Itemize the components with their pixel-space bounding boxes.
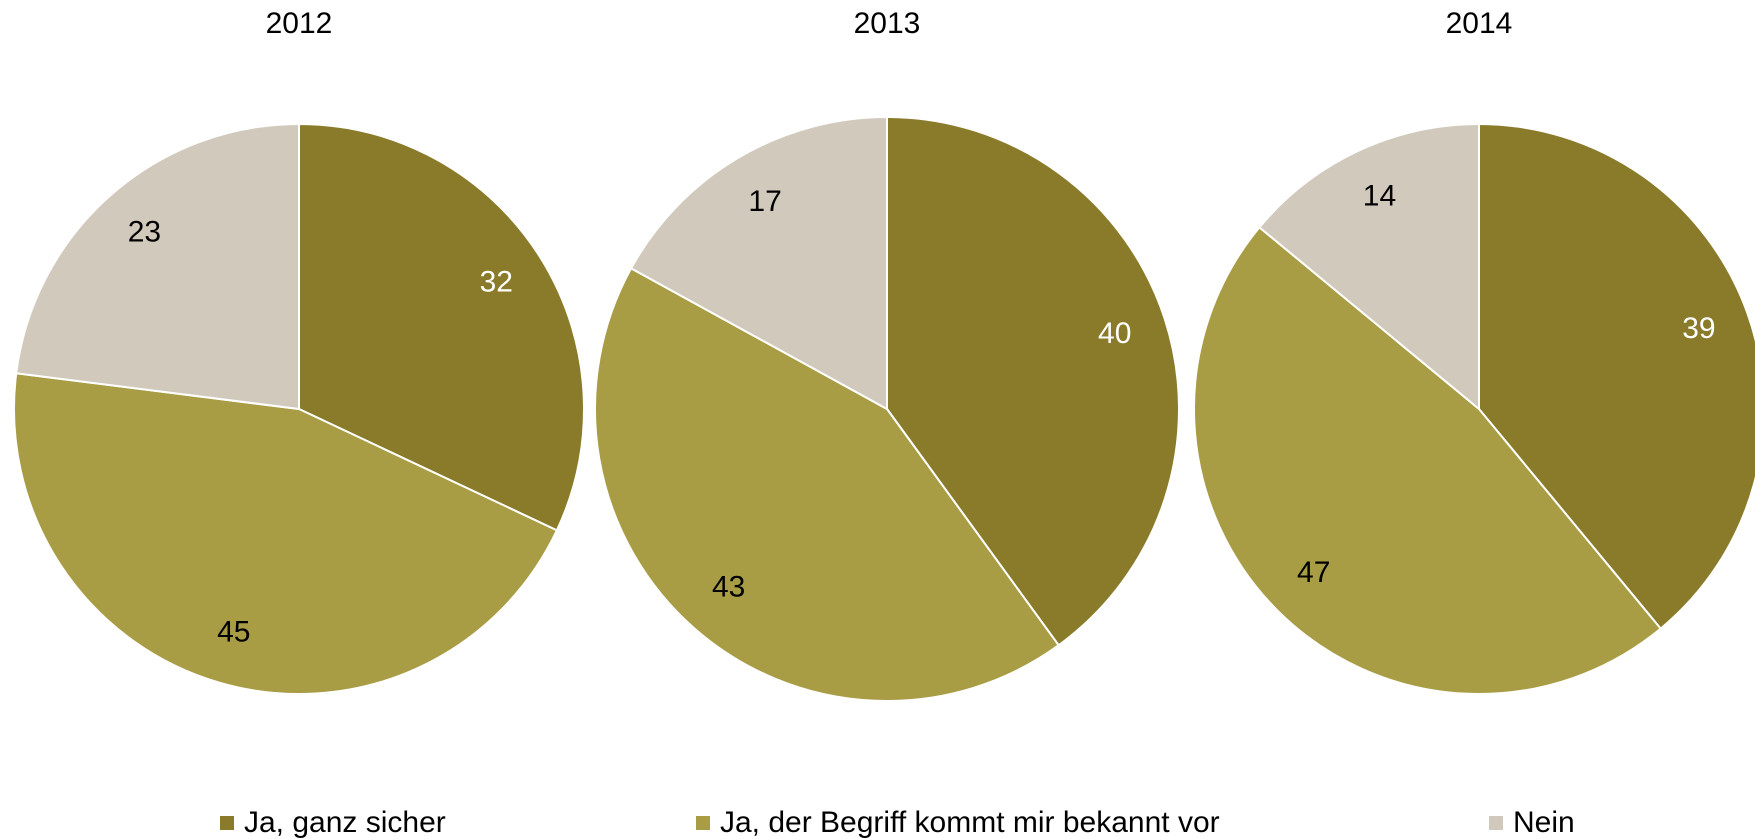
data-label: 40 xyxy=(1098,317,1131,350)
legend-label: Nein xyxy=(1513,806,1575,839)
pie-slice xyxy=(594,266,1061,702)
legend-swatch xyxy=(696,816,710,830)
data-label: 45 xyxy=(217,615,250,648)
pie-slice xyxy=(1192,225,1663,696)
pie-title: 2014 xyxy=(1446,7,1513,40)
legend-label: Ja, der Begriff kommt mir bekannt vor xyxy=(720,806,1220,839)
pie-slice xyxy=(298,122,585,532)
data-label: 32 xyxy=(480,266,513,299)
pie-slice xyxy=(1478,122,1755,631)
data-label: 17 xyxy=(748,185,781,218)
data-label: 43 xyxy=(712,571,745,604)
pie-slice xyxy=(886,115,1180,647)
data-label: 14 xyxy=(1363,179,1396,212)
pie-slice xyxy=(629,115,888,411)
data-label: 47 xyxy=(1297,556,1330,589)
legend-swatch xyxy=(1489,816,1503,830)
legend-label: Ja, ganz sicher xyxy=(244,806,446,839)
legend-swatch xyxy=(220,816,234,830)
pie-title: 2013 xyxy=(854,7,921,40)
pie-slice xyxy=(13,372,559,695)
data-label: 23 xyxy=(128,216,161,249)
pie-title: 2012 xyxy=(266,7,333,40)
data-label: 39 xyxy=(1682,312,1715,345)
pie-slice xyxy=(1257,122,1480,412)
pie-slice xyxy=(15,122,300,411)
